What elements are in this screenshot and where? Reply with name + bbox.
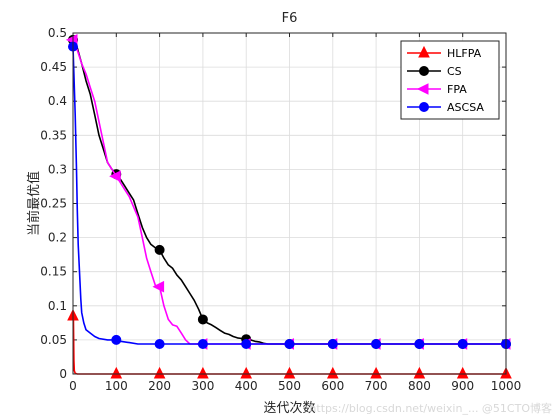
legend-marker-hlfpa — [418, 45, 430, 58]
x-tick-label: 0 — [69, 379, 77, 393]
x-tick-label: 200 — [148, 379, 171, 393]
legend-label-cs: CS — [447, 65, 462, 78]
x-tick-label: 1000 — [491, 379, 522, 393]
data-point-hlfpa — [370, 366, 382, 379]
x-axis-label: 迭代次数 — [263, 400, 315, 416]
data-point-ascsa — [154, 338, 165, 349]
series-ascsa — [68, 41, 511, 349]
data-point-cs — [154, 244, 165, 255]
data-point-hlfpa — [326, 366, 339, 379]
legend-item-ascsa: ASCSA — [407, 101, 484, 114]
y-tick-label: 0.5 — [48, 26, 67, 40]
series-line-ascsa — [72, 46, 506, 345]
y-axis-label: 当前最优值 — [26, 171, 42, 236]
x-tick-labels: 0 100 200 300 400 500 600 700 800 900 1000 — [69, 379, 521, 393]
y-tick-labels: 0 0.05 0.1 0.15 0.2 0.25 0.3 0.35 0.4 0.45 0.5 — [40, 26, 67, 381]
data-point-hlfpa — [283, 366, 296, 379]
data-point-ascsa — [371, 338, 382, 349]
y-tick-label: 0.05 — [40, 333, 67, 347]
y-tick-label: 0.3 — [48, 162, 67, 176]
y-tick-label: 0.2 — [48, 231, 67, 245]
x-tick-label: 100 — [105, 379, 128, 393]
legend-marker-ascsa — [419, 102, 429, 112]
data-point-hlfpa — [110, 366, 123, 379]
data-point-fpa — [152, 280, 165, 293]
plot-frame — [72, 32, 507, 375]
data-point-ascsa — [241, 338, 252, 349]
x-tick-label: 700 — [365, 379, 388, 393]
legend: HLFPA CS FPA ASCSA — [400, 40, 500, 120]
legend-marker-fpa — [416, 83, 429, 95]
legend-marker-cs — [419, 66, 429, 76]
chart-title: F6 — [282, 11, 298, 26]
legend-item-fpa: FPA — [407, 83, 467, 96]
data-point-hlfpa — [197, 366, 209, 379]
data-point-hlfpa — [413, 366, 426, 379]
y-tick-label: 0.45 — [40, 60, 67, 74]
data-point-hlfpa — [153, 366, 166, 379]
data-point-ascsa — [414, 338, 425, 349]
data-point-cs — [197, 314, 208, 325]
data-point-fpa — [109, 170, 121, 183]
x-tick-label: 900 — [451, 379, 474, 393]
data-point-hlfpa — [240, 366, 253, 379]
y-tick-label: 0.25 — [40, 197, 67, 211]
y-tick-label: 0.4 — [48, 94, 67, 108]
data-point-ascsa — [457, 338, 468, 349]
y-tick-label: 0.15 — [40, 265, 67, 279]
legend-box — [400, 40, 500, 120]
x-tick-label: 800 — [408, 379, 431, 393]
legend-item-cs: CS — [407, 65, 462, 78]
legend-label-hlfpa: HLFPA — [447, 47, 482, 60]
x-tick-label: 500 — [278, 379, 301, 393]
data-point-hlfpa — [456, 366, 469, 379]
legend-label-ascsa: ASCSA — [447, 101, 484, 114]
x-tick-label: 400 — [235, 379, 258, 393]
y-tick-label: 0 — [59, 367, 67, 381]
data-point-ascsa — [327, 338, 338, 349]
y-tick-label: 0.35 — [40, 128, 67, 142]
legend-label-fpa: FPA — [447, 83, 467, 96]
data-point-ascsa — [284, 338, 295, 349]
x-tick-label: 300 — [191, 379, 214, 393]
x-tick-label: 600 — [321, 379, 344, 393]
data-point-ascsa — [111, 334, 122, 345]
y-tick-label: 0.1 — [48, 299, 67, 313]
watermark-text: https://blog.csdn.net/weixin_... @51CTO博… — [309, 401, 552, 415]
data-point-ascsa — [197, 338, 208, 349]
legend-item-hlfpa: HLFPA — [407, 45, 482, 60]
